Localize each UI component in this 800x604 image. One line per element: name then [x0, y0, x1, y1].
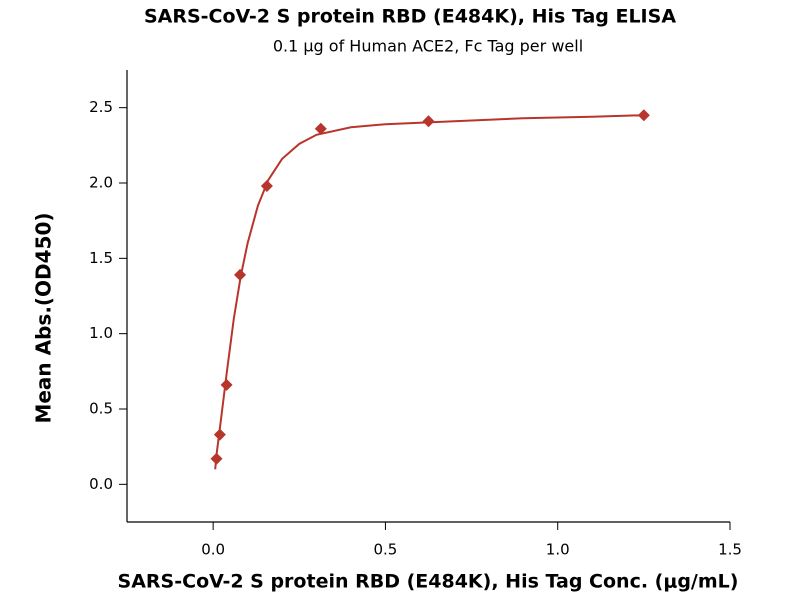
chart-subtitle: 0.1 μg of Human ACE2, Fc Tag per well [273, 37, 583, 56]
fit-curve [214, 114, 644, 470]
chart-title: SARS-CoV-2 S protein RBD (E484K), His Ta… [144, 6, 676, 28]
y-tick-label: 2.5 [89, 98, 113, 116]
data-point [234, 268, 247, 281]
x-tick-label: 1.5 [718, 541, 742, 559]
data-point [637, 109, 650, 122]
x-tick-label: 0.0 [201, 541, 225, 559]
data-point [213, 428, 226, 441]
x-tick-label: 0.5 [373, 541, 397, 559]
data-point [220, 378, 233, 391]
y-tick-label: 1.0 [89, 324, 113, 342]
y-tick-label: 0.5 [89, 400, 113, 418]
data-point [210, 452, 223, 465]
x-tick-label: 1.0 [546, 541, 570, 559]
x-axis-label: SARS-CoV-2 S protein RBD (E484K), His Ta… [118, 571, 739, 593]
y-axis-label: Mean Abs.(OD450) [32, 212, 56, 423]
data-point [314, 122, 327, 135]
y-tick-label: 2.0 [89, 174, 113, 192]
data-point [422, 115, 435, 128]
y-tick-label: 1.5 [89, 249, 113, 267]
data-point [260, 180, 273, 193]
y-tick-label: 0.0 [89, 475, 113, 493]
